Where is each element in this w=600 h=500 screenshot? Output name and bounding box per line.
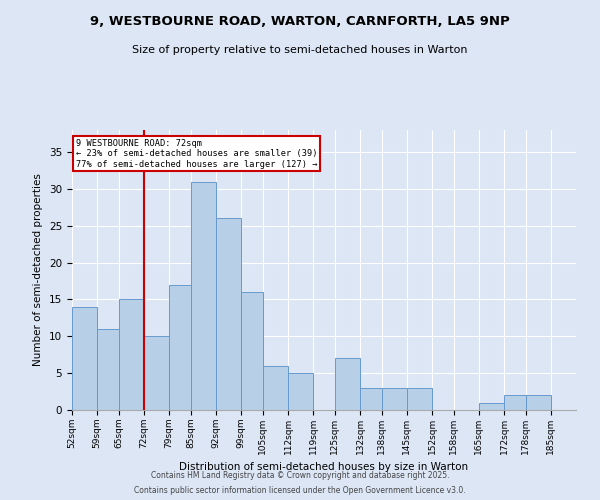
Bar xyxy=(407,388,432,410)
Bar xyxy=(479,402,504,410)
Text: Size of property relative to semi-detached houses in Warton: Size of property relative to semi-detach… xyxy=(132,45,468,55)
Bar xyxy=(526,396,551,410)
Bar xyxy=(144,336,169,410)
Text: 9 WESTBOURNE ROAD: 72sqm
← 23% of semi-detached houses are smaller (39)
77% of s: 9 WESTBOURNE ROAD: 72sqm ← 23% of semi-d… xyxy=(76,139,317,168)
Bar xyxy=(335,358,360,410)
Bar xyxy=(360,388,382,410)
Bar xyxy=(191,182,216,410)
Bar xyxy=(382,388,407,410)
Bar xyxy=(119,300,144,410)
Text: 9, WESTBOURNE ROAD, WARTON, CARNFORTH, LA5 9NP: 9, WESTBOURNE ROAD, WARTON, CARNFORTH, L… xyxy=(90,15,510,28)
Y-axis label: Number of semi-detached properties: Number of semi-detached properties xyxy=(34,174,43,366)
Bar xyxy=(216,218,241,410)
Bar xyxy=(263,366,288,410)
Bar xyxy=(72,307,97,410)
Text: Contains HM Land Registry data © Crown copyright and database right 2025.: Contains HM Land Registry data © Crown c… xyxy=(151,471,449,480)
Text: Contains public sector information licensed under the Open Government Licence v3: Contains public sector information licen… xyxy=(134,486,466,495)
X-axis label: Distribution of semi-detached houses by size in Warton: Distribution of semi-detached houses by … xyxy=(179,462,469,472)
Bar xyxy=(169,284,191,410)
Bar xyxy=(288,373,313,410)
Bar xyxy=(504,396,526,410)
Bar xyxy=(97,329,119,410)
Bar xyxy=(241,292,263,410)
